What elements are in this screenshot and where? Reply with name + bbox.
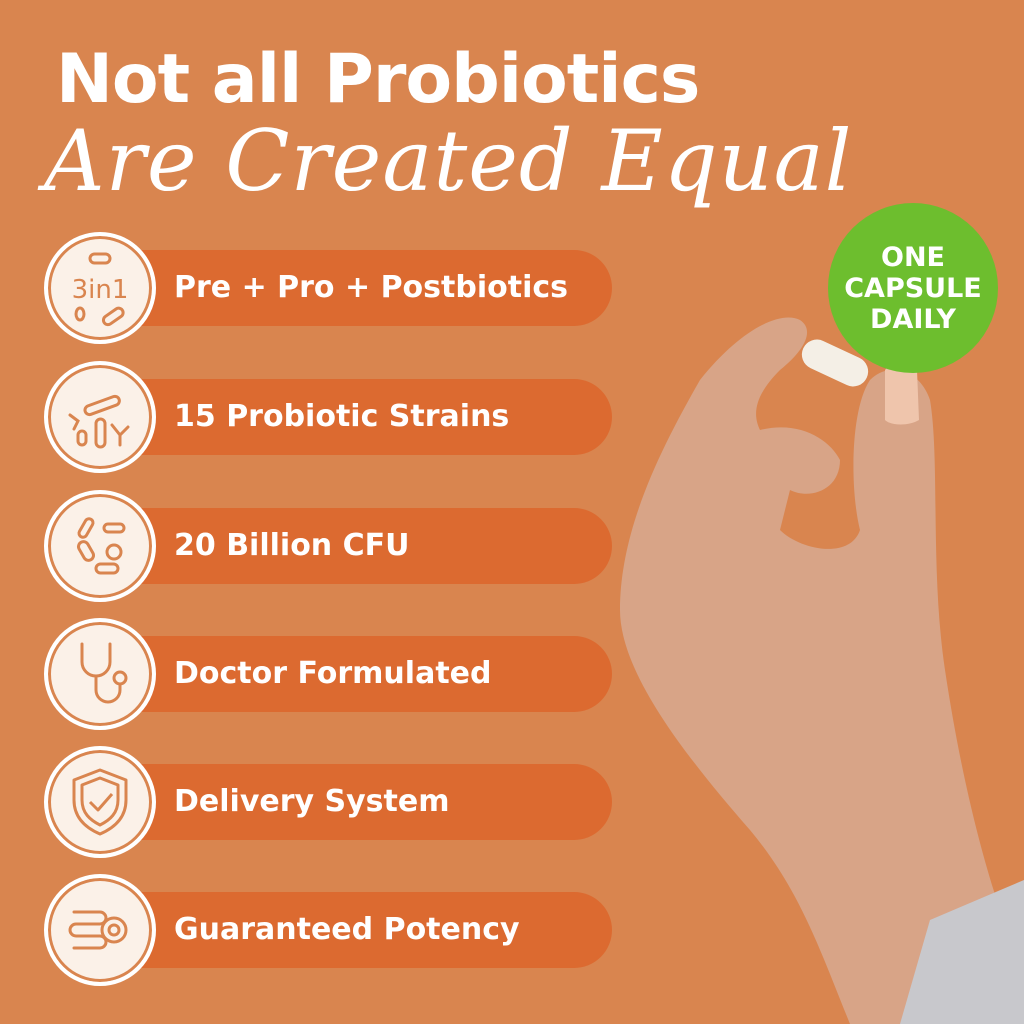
headline-line1: Not all Probiotics <box>56 40 700 119</box>
feature-bar <box>140 250 612 326</box>
feature-bar <box>140 764 612 840</box>
feature-row: 3in1 Pre + Pro + Postbiotics <box>44 232 614 344</box>
feature-row: Delivery System <box>44 746 614 858</box>
bacteria-cluster-icon <box>44 490 156 602</box>
feature-label: 20 Billion CFU <box>174 528 410 563</box>
feature-row: 20 Billion CFU <box>44 490 614 602</box>
feature-label: Pre + Pro + Postbiotics <box>174 270 568 305</box>
feature-label: Guaranteed Potency <box>174 912 520 947</box>
feature-bar <box>140 892 612 968</box>
feature-bar <box>140 636 612 712</box>
feature-bar <box>140 508 612 584</box>
feature-label: Doctor Formulated <box>174 656 492 691</box>
one-capsule-daily-badge: ONE CAPSULE DAILY <box>828 203 998 373</box>
feature-label: 15 Probiotic Strains <box>174 399 510 434</box>
stethoscope-icon <box>44 618 156 730</box>
intestine-icon <box>44 874 156 986</box>
feature-bar <box>140 379 612 455</box>
sleeve <box>900 880 1024 1024</box>
shield-check-icon <box>44 746 156 858</box>
3in1-bacteria-icon: 3in1 <box>44 232 156 344</box>
feature-row: Doctor Formulated <box>44 618 614 730</box>
thumbnail <box>885 364 919 425</box>
badge-line: ONE <box>881 241 945 273</box>
headline-line2: Are Created Equal <box>44 112 853 210</box>
capsule <box>801 339 869 387</box>
hand-holding-capsule-image <box>620 317 1024 1024</box>
icon-text: 3in1 <box>72 275 129 305</box>
badge-line: CAPSULE <box>844 272 982 304</box>
feature-label: Delivery System <box>174 784 450 819</box>
feature-row: 15 Probiotic Strains <box>44 361 614 473</box>
badge-line: DAILY <box>870 303 956 335</box>
bacteria-strains-icon <box>44 361 156 473</box>
feature-row: Guaranteed Potency <box>44 874 614 986</box>
